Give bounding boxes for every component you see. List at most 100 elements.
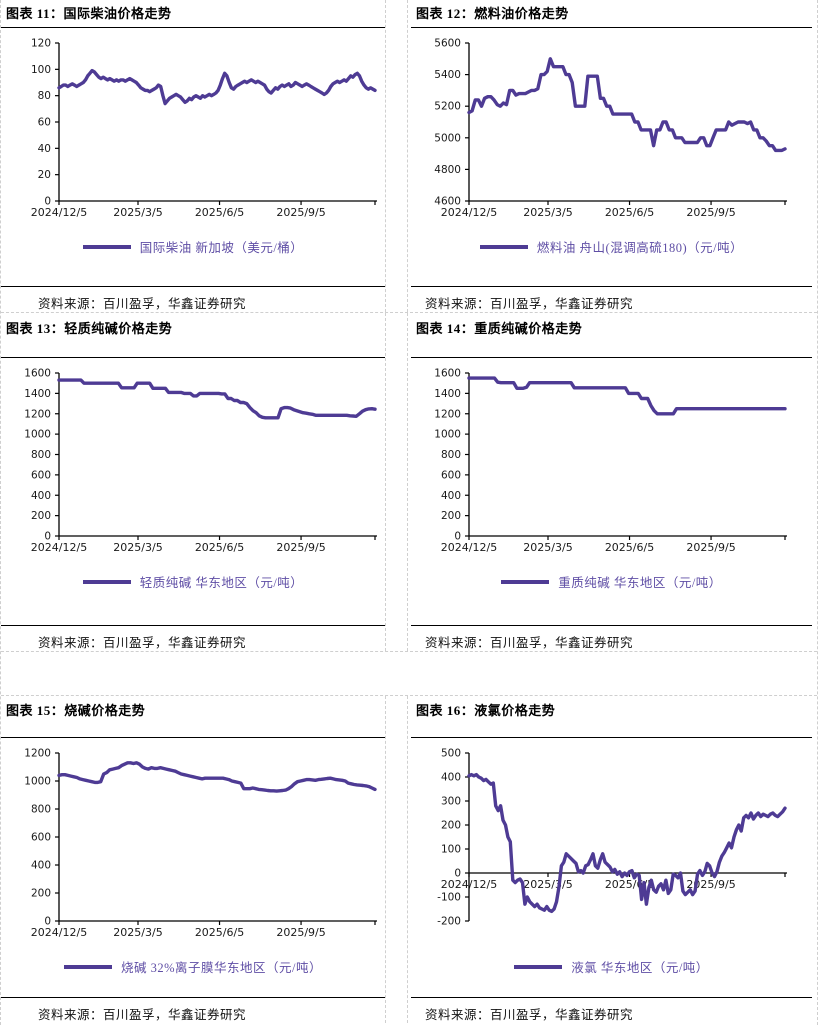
svg-text:2024/12/5: 2024/12/5 xyxy=(441,206,497,219)
panel-fuel-oil: 图表 12：燃料油价格走势 4600 4800 5000 5200 5400 5600 20… xyxy=(407,0,812,312)
svg-text:2025/9/5: 2025/9/5 xyxy=(686,206,735,219)
svg-text:5200: 5200 xyxy=(434,101,461,113)
svg-text:1000: 1000 xyxy=(24,776,51,788)
legend-line-swatch xyxy=(82,244,131,249)
figure-row-3: 图表 15：烧碱价格走势 0 200 400 600 800 1000 1200 2024/1… xyxy=(1,695,817,1023)
svg-text:400: 400 xyxy=(441,490,461,502)
svg-text:800: 800 xyxy=(441,449,461,461)
svg-text:2025/3/5: 2025/3/5 xyxy=(113,541,162,554)
legend: 液氯 华东地区（元/吨） xyxy=(411,957,812,976)
svg-text:1400: 1400 xyxy=(24,388,51,400)
svg-text:100: 100 xyxy=(31,64,51,76)
source-bar: 资料来源：百川盈孚，华鑫证券研究 xyxy=(411,286,812,312)
svg-text:500: 500 xyxy=(441,748,461,760)
legend: 烧碱 32%离子膜华东地区（元/吨） xyxy=(1,957,385,976)
svg-text:1000: 1000 xyxy=(434,429,461,441)
panel-liquid-chlorine: 图表 16：液氯价格走势 -200 -100 0 100 200 300 400 500 202… xyxy=(407,696,812,1023)
svg-text:800: 800 xyxy=(31,804,51,816)
svg-text:300: 300 xyxy=(441,796,461,808)
svg-text:1200: 1200 xyxy=(434,408,461,420)
svg-text:800: 800 xyxy=(31,449,51,461)
panel-light-soda-ash: 图表 13：轻质纯碱价格走势 0 200 400 600 800 1000 1200 1400… xyxy=(1,313,386,651)
svg-text:4800: 4800 xyxy=(434,164,461,176)
figure-title: 图表 15：烧碱价格走势 xyxy=(1,696,385,738)
svg-text:2024/12/5: 2024/12/5 xyxy=(441,878,497,891)
svg-text:400: 400 xyxy=(31,860,51,872)
svg-text:2025/3/5: 2025/3/5 xyxy=(113,206,162,219)
svg-text:-200: -200 xyxy=(437,916,461,928)
panel-heavy-soda-ash: 图表 14：重质纯碱价格走势 0 200 400 600 800 1000 1200 1400… xyxy=(407,313,812,651)
svg-text:2024/12/5: 2024/12/5 xyxy=(31,541,87,554)
svg-text:200: 200 xyxy=(31,888,51,900)
svg-text:600: 600 xyxy=(31,469,51,481)
svg-text:-100: -100 xyxy=(437,892,461,904)
source-text: 资料来源：百川盈孚，华鑫证券研究 xyxy=(425,636,634,650)
figure-title: 图表 12：燃料油价格走势 xyxy=(411,0,812,28)
svg-text:0: 0 xyxy=(454,531,461,543)
svg-text:200: 200 xyxy=(441,510,461,522)
legend-label: 国际柴油 新加坡（美元/桶） xyxy=(139,241,304,255)
svg-text:1600: 1600 xyxy=(24,368,51,380)
svg-text:2025/3/5: 2025/3/5 xyxy=(523,878,572,891)
svg-text:2025/9/5: 2025/9/5 xyxy=(276,926,325,939)
legend-label: 烧碱 32%离子膜华东地区（元/吨） xyxy=(120,961,322,975)
legend-label: 燃料油 舟山(混调高硫180)（元/吨） xyxy=(536,241,744,255)
chart-heavy-soda-ash: 0 200 400 600 800 1000 1200 1400 1600 2024/12/5 20… xyxy=(434,368,787,554)
svg-text:2024/12/5: 2024/12/5 xyxy=(31,926,87,939)
svg-text:2025/6/5: 2025/6/5 xyxy=(195,206,244,219)
figure-title: 图表 14：重质纯碱价格走势 xyxy=(411,313,812,358)
svg-text:0: 0 xyxy=(454,868,461,880)
source-bar: 资料来源：百川盈孚，华鑫证券研究 xyxy=(1,997,385,1023)
svg-text:2025/6/5: 2025/6/5 xyxy=(195,926,244,939)
chart-caustic-soda: 0 200 400 600 800 1000 1200 2024/12/5 2025/3/5 20… xyxy=(24,748,377,939)
figure-row-2: 图表 13：轻质纯碱价格走势 0 200 400 600 800 1000 1200 1400… xyxy=(1,313,817,652)
figure-title: 图表 13：轻质纯碱价格走势 xyxy=(1,313,385,358)
source-text: 资料来源：百川盈孚，华鑫证券研究 xyxy=(425,297,634,311)
source-text: 资料来源：百川盈孚，华鑫证券研究 xyxy=(38,1008,247,1022)
source-text: 资料来源：百川盈孚，华鑫证券研究 xyxy=(425,1008,634,1022)
svg-text:600: 600 xyxy=(441,469,461,481)
svg-text:4600: 4600 xyxy=(434,196,461,208)
svg-text:2025/9/5: 2025/9/5 xyxy=(276,541,325,554)
svg-text:2024/12/5: 2024/12/5 xyxy=(441,541,497,554)
svg-text:600: 600 xyxy=(31,832,51,844)
legend: 燃料油 舟山(混调高硫180)（元/吨） xyxy=(411,237,812,256)
svg-text:2025/9/5: 2025/9/5 xyxy=(686,878,735,891)
svg-text:0: 0 xyxy=(44,196,51,208)
svg-text:100: 100 xyxy=(441,844,461,856)
legend-line-swatch xyxy=(63,964,112,969)
legend-line-swatch xyxy=(479,244,528,249)
chart-intl-diesel: 0 20 40 60 80 100 120 2024/12/5 2025/3/5 2025/6/5… xyxy=(31,38,377,219)
svg-text:1600: 1600 xyxy=(434,368,461,380)
source-bar: 资料来源：百川盈孚，华鑫证券研究 xyxy=(1,625,385,651)
svg-text:1200: 1200 xyxy=(24,408,51,420)
figure-row-1: 图表 11：国际柴油价格走势 0 20 40 60 80 100 120 2024/12/5 2… xyxy=(1,0,817,313)
legend: 国际柴油 新加坡（美元/桶） xyxy=(1,237,385,256)
svg-text:0: 0 xyxy=(44,531,51,543)
svg-text:2025/9/5: 2025/9/5 xyxy=(686,541,735,554)
chart-light-soda-ash: 0 200 400 600 800 1000 1200 1400 1600 2024/12/5 20… xyxy=(24,368,377,554)
svg-text:5600: 5600 xyxy=(434,38,461,50)
svg-text:2025/6/5: 2025/6/5 xyxy=(605,878,654,891)
legend-line-swatch xyxy=(514,964,563,969)
legend-label: 液氯 华东地区（元/吨） xyxy=(571,961,709,975)
svg-text:2025/3/5: 2025/3/5 xyxy=(523,541,572,554)
svg-text:80: 80 xyxy=(38,90,51,102)
legend: 重质纯碱 华东地区（元/吨） xyxy=(411,572,812,591)
svg-text:60: 60 xyxy=(38,117,51,129)
svg-text:2025/6/5: 2025/6/5 xyxy=(195,541,244,554)
legend-line-swatch xyxy=(501,579,550,584)
svg-text:200: 200 xyxy=(31,510,51,522)
svg-text:40: 40 xyxy=(38,143,51,155)
figure-title: 图表 16：液氯价格走势 xyxy=(411,696,812,738)
source-text: 资料来源：百川盈孚，华鑫证券研究 xyxy=(38,297,247,311)
source-bar: 资料来源：百川盈孚，华鑫证券研究 xyxy=(411,625,812,651)
svg-text:400: 400 xyxy=(441,772,461,784)
panel-intl-diesel: 图表 11：国际柴油价格走势 0 20 40 60 80 100 120 2024/12/5 2… xyxy=(1,0,386,312)
source-bar: 资料来源：百川盈孚，华鑫证券研究 xyxy=(1,286,385,312)
svg-text:400: 400 xyxy=(31,490,51,502)
svg-text:2025/6/5: 2025/6/5 xyxy=(605,541,654,554)
chart-fuel-oil: 4600 4800 5000 5200 5400 5600 2024/12/5 2025/3/… xyxy=(434,38,787,219)
svg-text:1000: 1000 xyxy=(24,429,51,441)
